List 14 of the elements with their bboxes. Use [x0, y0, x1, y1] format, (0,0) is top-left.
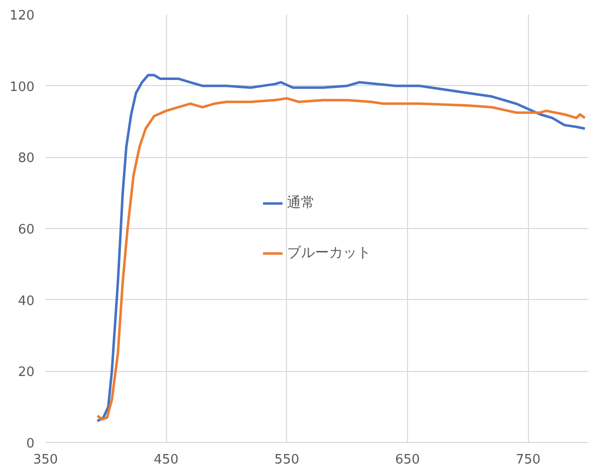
y-tick-label: 120 — [10, 8, 35, 24]
y-tick-label: 80 — [18, 151, 35, 166]
x-tick-label: 750 — [516, 452, 541, 468]
x-tick-label: 650 — [395, 452, 420, 468]
y-tick-label: 100 — [10, 80, 35, 95]
x-tick-label: 350 — [33, 452, 58, 468]
x-tick-label: 450 — [154, 452, 179, 468]
legend-label: ブルーカット — [287, 244, 371, 262]
x-tick-label: 550 — [274, 452, 300, 468]
legend-label: 通常 — [287, 194, 315, 212]
y-tick-label: 20 — [18, 365, 35, 380]
y-tick-label: 40 — [18, 294, 35, 309]
y-tick-label: 0 — [26, 436, 35, 452]
y-tick-label: 60 — [18, 222, 35, 238]
